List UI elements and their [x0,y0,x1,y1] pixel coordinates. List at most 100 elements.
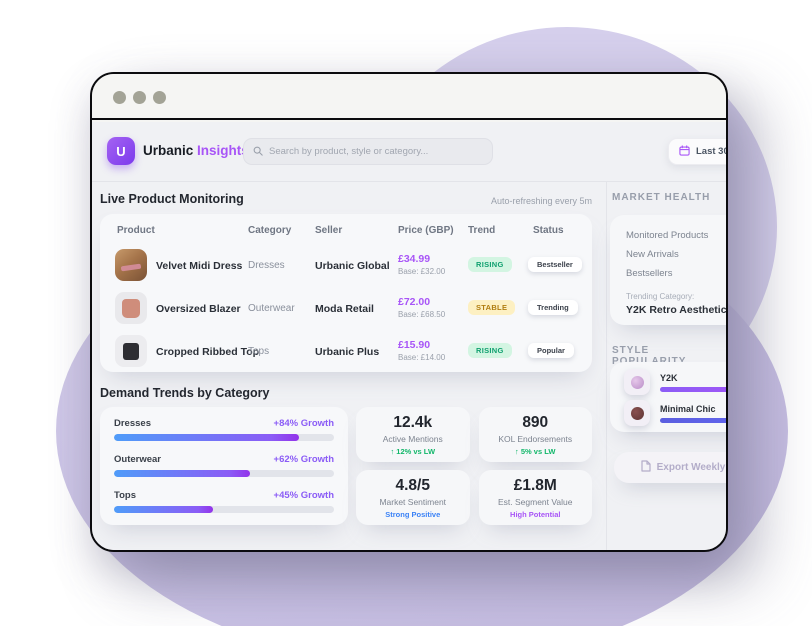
stat-label: Est. Segment Value [498,496,573,507]
window-control-dot-3[interactable] [153,91,166,104]
style-row-y2k: Y2K [624,369,726,395]
stat-delta: Strong Positive [385,509,441,519]
trending-category-label: Trending Category: [626,292,695,301]
main-sidebar-divider [606,182,607,550]
style-label: Y2K [660,372,678,383]
search-input[interactable] [269,146,483,157]
export-report-button[interactable]: Export Weekly Report [614,452,726,483]
trend-bar-track [114,434,334,441]
sidebar-item-bestsellers[interactable]: Bestsellers [626,268,673,279]
stat-value: 890 [522,413,549,431]
table-row[interactable]: Cropped Ribbed Top Tops Urbanic Plus £15… [100,330,592,372]
window-titlebar [92,74,726,120]
trend-bar-fill [114,470,251,477]
trend-bar-growth: +84% Growth [273,418,334,429]
trend-badge: STABLE [468,300,516,315]
product-category: Tops [248,346,270,357]
market-health-title: MARKET HEALTH [612,192,711,203]
column-header-product: Product [117,225,155,236]
stat-value: 4.8/5 [395,476,430,494]
style-thumbnail [624,400,650,426]
trend-bar-group: Outerwear +62% Growth [114,454,334,477]
table-row[interactable]: Velvet Midi Dress Dresses Urbanic Global… [100,244,592,286]
brand-name: Urbanic Insights [143,143,249,158]
stat-label: KOL Endorsements [498,433,573,444]
app-content: U Urbanic Insights Last 30 Days [92,122,726,550]
export-document-icon [640,460,651,475]
column-header-status: Status [533,225,564,236]
trend-bar-label: Outerwear [114,454,161,465]
stat-delta: ↑ 5% vs LW [515,446,556,456]
market-health-card: Monitored Products New Arrivals Bestsell… [610,215,726,325]
status-badge: Popular [528,343,574,358]
app-header: U Urbanic Insights Last 30 Days [92,122,726,182]
calendar-icon [679,144,690,159]
sidebar-item-new-arrivals[interactable]: New Arrivals [626,249,679,260]
brand-name-suffix: Insights [197,143,249,158]
y2k-style-icon [630,375,644,389]
export-report-label: Export Weekly Report [656,462,726,473]
stat-value: £1.8M [513,476,557,494]
style-popularity-bar [660,417,726,423]
stat-value: 12.4k [393,413,433,431]
status-badge: Bestseller [528,257,582,272]
style-row-minimal-chic: Minimal Chic [624,400,726,426]
column-header-seller: Seller [315,225,343,236]
brand-logo: U [107,137,135,165]
trend-badge: RISING [468,257,512,272]
product-category: Dresses [248,260,285,271]
window-control-dot-1[interactable] [113,91,126,104]
stats-grid: 12.4k Active Mentions ↑ 12% vs LW 890 KO… [356,407,592,525]
monitoring-title: Live Product Monitoring [100,192,244,206]
column-header-trend: Trend [468,225,496,236]
product-price: £34.99 [398,253,431,265]
product-thumbnail-velvet-midi-dress [115,249,147,281]
product-base-price: Base: £68.50 [398,310,446,319]
trending-category-value: Y2K Retro Aesthetics [626,304,726,316]
date-range-button[interactable]: Last 30 Days [668,138,726,165]
product-name: Oversized Blazer [156,303,241,315]
trend-bar-group: Dresses +84% Growth [114,418,334,441]
window-control-dot-2[interactable] [133,91,146,104]
trend-bar-group: Tops +45% Growth [114,490,334,513]
stat-delta: ↑ 12% vs LW [390,446,436,456]
stat-card-kol-endorsements: 890 KOL Endorsements ↑ 5% vs LW [478,407,592,462]
product-seller: Moda Retail [315,303,374,315]
style-thumbnail [624,369,650,395]
trend-badge: RISING [468,343,512,358]
stat-label: Active Mentions [382,433,443,444]
minimal-chic-style-icon [630,406,644,420]
trend-bar-label: Tops [114,490,136,501]
column-header-price: Price (GBP) [398,225,454,236]
table-row[interactable]: Oversized Blazer Outerwear Moda Retail £… [100,287,592,329]
sidebar-item-monitored-products[interactable]: Monitored Products [626,230,709,241]
search-bar[interactable] [243,138,493,165]
product-seller: Urbanic Global [315,260,390,272]
product-category: Outerwear [248,303,295,314]
trend-bar-growth: +45% Growth [273,490,334,501]
date-range-label: Last 30 Days [696,146,726,157]
product-thumbnail-cropped-ribbed-top [115,335,147,367]
trend-bar-growth: +62% Growth [273,454,334,465]
demand-trends-title: Demand Trends by Category [100,386,270,400]
stat-delta: High Potential [510,509,561,519]
product-seller: Urbanic Plus [315,346,380,358]
status-badge: Trending [528,300,578,315]
search-icon [253,143,263,161]
stat-card-market-sentiment: 4.8/5 Market Sentiment Strong Positive [356,470,470,525]
brand-name-main: Urbanic [143,143,194,158]
product-table: Product Category Seller Price (GBP) Tren… [100,214,592,372]
stat-card-segment-value: £1.8M Est. Segment Value High Potential [478,470,592,525]
trend-bar-fill [114,434,299,441]
product-price: £15.90 [398,339,431,351]
trend-bar-track [114,470,334,477]
style-label: Minimal Chic [660,403,716,414]
product-name: Velvet Midi Dress [156,260,243,272]
trend-bar-fill [114,506,213,513]
stat-card-active-mentions: 12.4k Active Mentions ↑ 12% vs LW [356,407,470,462]
style-popularity-card: Y2K Minimal Chic [610,362,726,432]
product-base-price: Base: £14.00 [398,353,446,362]
product-thumbnail-oversized-blazer [115,292,147,324]
trend-bar-track [114,506,334,513]
